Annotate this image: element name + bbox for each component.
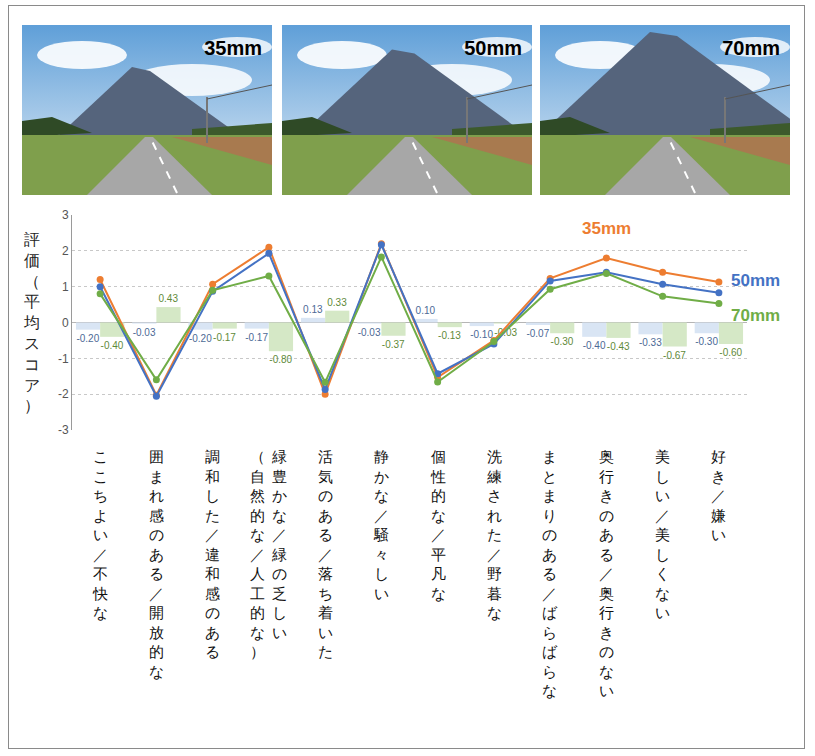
svg-text:-0.03: -0.03 bbox=[358, 327, 381, 338]
svg-text:美しい／美しくない: 美しい／美しくない bbox=[655, 448, 670, 622]
svg-text:-1: -1 bbox=[58, 352, 69, 366]
svg-text:評価（平均スコア）: 評価（平均スコア） bbox=[23, 230, 40, 415]
svg-text:70mm: 70mm bbox=[722, 37, 780, 59]
svg-text:-0.60: -0.60 bbox=[719, 347, 742, 358]
svg-text:-3: -3 bbox=[58, 423, 69, 437]
svg-text:好き／嫌い: 好き／嫌い bbox=[711, 448, 726, 544]
svg-text:活気のある／落ち着いた: 活気のある／落ち着いた bbox=[318, 448, 333, 661]
svg-text:50mm: 50mm bbox=[464, 37, 522, 59]
svg-text:-0.80: -0.80 bbox=[269, 354, 292, 365]
svg-text:-0.20: -0.20 bbox=[76, 333, 99, 344]
svg-text:奥行きのある／奥行きのない: 奥行きのある／奥行きのない bbox=[599, 448, 614, 700]
svg-text:-0.17: -0.17 bbox=[213, 332, 236, 343]
svg-text:-0.40: -0.40 bbox=[101, 340, 124, 351]
svg-text:-0.37: -0.37 bbox=[382, 339, 405, 350]
svg-text:-0.30: -0.30 bbox=[695, 336, 718, 347]
svg-text:-0.17: -0.17 bbox=[245, 332, 268, 343]
svg-text:-0.43: -0.43 bbox=[607, 341, 630, 352]
svg-text:2: 2 bbox=[62, 244, 69, 258]
svg-text:-0.67: -0.67 bbox=[663, 350, 686, 361]
svg-text:-0.40: -0.40 bbox=[583, 340, 606, 351]
svg-text:35mm: 35mm bbox=[582, 219, 631, 238]
svg-text:0: 0 bbox=[62, 316, 69, 330]
svg-text:0.43: 0.43 bbox=[159, 293, 179, 304]
svg-text:-2: -2 bbox=[58, 387, 69, 401]
svg-text:-0.07: -0.07 bbox=[526, 328, 549, 339]
svg-text:まとまりのある／ばらばらな: まとまりのある／ばらばらな bbox=[542, 448, 558, 700]
svg-text:70mm: 70mm bbox=[731, 306, 780, 325]
svg-text:-0.10: -0.10 bbox=[470, 329, 493, 340]
svg-text:-0.33: -0.33 bbox=[639, 337, 662, 348]
svg-text:50mm: 50mm bbox=[731, 271, 780, 290]
svg-text:0.33: 0.33 bbox=[327, 297, 347, 308]
svg-text:静かな／騒々しい: 静かな／騒々しい bbox=[373, 448, 389, 603]
svg-text:個性的な／平凡な: 個性的な／平凡な bbox=[430, 448, 446, 603]
svg-text:ここちよい／不快な: ここちよい／不快な bbox=[92, 448, 108, 622]
svg-text:（自然的な／人工的な）: （自然的な／人工的な） bbox=[250, 448, 265, 661]
svg-text:-0.20: -0.20 bbox=[189, 333, 212, 344]
svg-text:0.13: 0.13 bbox=[303, 304, 323, 315]
svg-text:1: 1 bbox=[62, 280, 69, 294]
svg-text:35mm: 35mm bbox=[204, 37, 262, 59]
svg-text:洗練された／野暮な: 洗練された／野暮な bbox=[486, 448, 502, 622]
svg-text:緑豊かな／緑の乏しい: 緑豊かな／緑の乏しい bbox=[271, 448, 287, 642]
svg-text:-0.03: -0.03 bbox=[133, 327, 156, 338]
svg-text:-0.13: -0.13 bbox=[438, 330, 461, 341]
svg-text:0.10: 0.10 bbox=[416, 305, 436, 316]
svg-text:3: 3 bbox=[62, 208, 69, 222]
svg-text:-0.30: -0.30 bbox=[551, 336, 574, 347]
svg-text:調和した／違和感のある: 調和した／違和感のある bbox=[205, 448, 220, 661]
svg-text:-0.03: -0.03 bbox=[494, 327, 517, 338]
svg-text:囲まれ感のある／開放的な: 囲まれ感のある／開放的な bbox=[149, 448, 164, 681]
